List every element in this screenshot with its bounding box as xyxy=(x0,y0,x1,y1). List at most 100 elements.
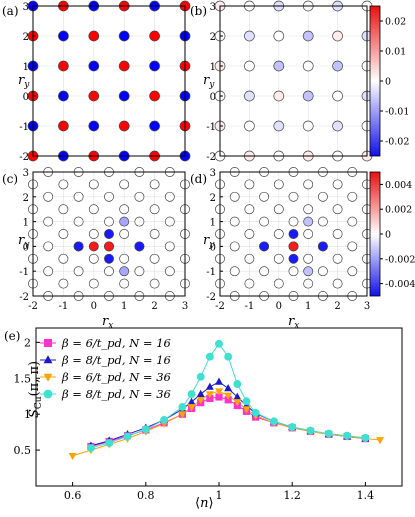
lattice-site xyxy=(119,253,130,264)
y-tick-label: 2 xyxy=(24,336,31,349)
y-tick-label: 3 xyxy=(23,168,29,179)
lattice-site xyxy=(347,241,358,252)
lattice-site xyxy=(104,229,114,239)
lattice-site xyxy=(302,30,314,42)
colorbar-tick-label: 0.004 xyxy=(385,180,412,191)
data-point xyxy=(187,404,196,412)
lattice-site xyxy=(302,60,314,72)
lattice-site xyxy=(58,179,69,190)
lattice-site xyxy=(88,229,99,239)
lattice-site xyxy=(88,30,100,42)
lattice-site xyxy=(134,241,145,252)
lattice-site xyxy=(288,216,299,227)
x-tick-label: -1 xyxy=(245,301,255,312)
panel-e-frame xyxy=(35,327,403,487)
panel-d: (d) -2 -1 0 1 2 3 -2 -1 0 1 2 3 ry rx 0.004 0.002 0 -… xyxy=(190,167,415,331)
y-tick-label: -2 xyxy=(19,152,29,163)
lattice-site xyxy=(332,179,343,190)
panel-a-frame xyxy=(32,5,186,157)
lattice-site xyxy=(288,229,299,239)
lattice-site xyxy=(134,266,145,277)
lattice-site xyxy=(332,90,343,102)
panel-c-frame xyxy=(32,171,186,297)
lattice-site xyxy=(149,30,160,42)
lattice-site xyxy=(118,90,130,102)
panel-d-xlabel: rx xyxy=(288,314,299,331)
y-tick-label: 0 xyxy=(210,92,216,103)
lattice-site xyxy=(273,90,285,102)
data-point xyxy=(233,380,242,388)
lattice-site xyxy=(317,241,328,252)
y-tick-label: -1 xyxy=(206,267,216,278)
y-tick-label: 1 xyxy=(23,62,29,73)
data-point xyxy=(233,392,242,400)
y-tick-label: -2 xyxy=(19,292,29,303)
data-point xyxy=(196,372,205,381)
lattice-site xyxy=(229,241,240,252)
lattice-site xyxy=(273,179,284,190)
lattice-site xyxy=(332,30,343,42)
data-point xyxy=(224,392,233,400)
data-point xyxy=(43,373,53,382)
panel-d-ylabel: ry xyxy=(203,233,215,250)
lattice-site xyxy=(149,204,160,215)
panel-a-label: (a) xyxy=(2,4,19,18)
data-point xyxy=(205,391,214,399)
x-tick-label: 3 xyxy=(364,301,370,312)
y-tick-label: 2 xyxy=(210,193,216,204)
lattice-site xyxy=(58,90,69,102)
lattice-site xyxy=(119,216,130,227)
lattice-site xyxy=(119,179,130,190)
lattice-site xyxy=(244,253,255,264)
panel-b-frame xyxy=(219,5,368,157)
data-point xyxy=(242,397,251,406)
lattice-site xyxy=(288,191,299,202)
data-point xyxy=(361,433,370,442)
y-tick-label: 0 xyxy=(23,242,29,253)
lattice-site xyxy=(332,253,343,264)
lattice-site xyxy=(73,241,84,252)
lattice-site xyxy=(347,191,358,202)
lattice-site xyxy=(229,216,240,227)
lattice-site xyxy=(288,253,299,264)
lattice-site xyxy=(164,266,175,277)
lattice-site xyxy=(244,120,255,132)
colorbar-tick-label: 0 xyxy=(385,230,391,241)
lattice-site xyxy=(149,90,160,102)
panel-d-colorbar: 0.004 0.002 0 -0.002 -0.004 xyxy=(369,171,415,297)
lattice-site xyxy=(164,241,175,252)
lattice-site xyxy=(259,191,270,202)
x-tick-label: 1 xyxy=(216,489,223,502)
lattice-site xyxy=(104,266,114,277)
lattice-site xyxy=(303,253,314,264)
data-point xyxy=(288,423,297,432)
data-point xyxy=(44,339,52,347)
data-point xyxy=(242,406,251,414)
lattice-site xyxy=(259,266,270,277)
lattice-site xyxy=(73,266,84,277)
lattice-site xyxy=(43,241,54,252)
panel-b-ylabel: ry xyxy=(203,73,215,90)
data-point xyxy=(233,399,242,407)
lattice-site xyxy=(118,30,130,42)
lattice-site xyxy=(149,253,160,264)
lattice-site xyxy=(317,266,328,277)
data-point xyxy=(187,390,196,399)
lattice-site xyxy=(303,216,314,227)
y-tick-label: 2 xyxy=(23,193,29,204)
data-point xyxy=(86,443,95,452)
y-tick-label: 3 xyxy=(210,168,216,179)
x-tick-label: 2 xyxy=(334,301,340,312)
lattice-site xyxy=(104,191,114,202)
y-tick-label: 3 xyxy=(210,2,216,13)
y-tick-label: 0.5 xyxy=(14,444,32,457)
lattice-site xyxy=(88,278,99,289)
colorbar-tick-label: -0.002 xyxy=(385,254,415,265)
lattice-site xyxy=(332,60,343,72)
y-tick-label: -1 xyxy=(206,122,216,133)
lattice-site xyxy=(58,204,69,215)
panel-e-label: (e) xyxy=(4,329,20,343)
colorbar-tick-label: -0.01 xyxy=(385,107,409,118)
lattice-site xyxy=(259,241,270,252)
